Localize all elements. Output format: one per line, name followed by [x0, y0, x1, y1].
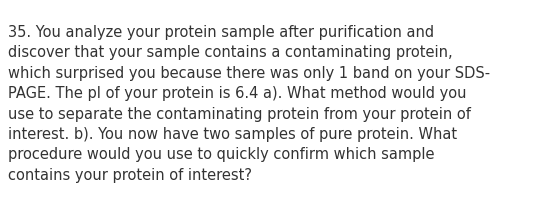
Text: 35. You analyze your protein sample after purification and
discover that your sa: 35. You analyze your protein sample afte…	[8, 25, 490, 183]
